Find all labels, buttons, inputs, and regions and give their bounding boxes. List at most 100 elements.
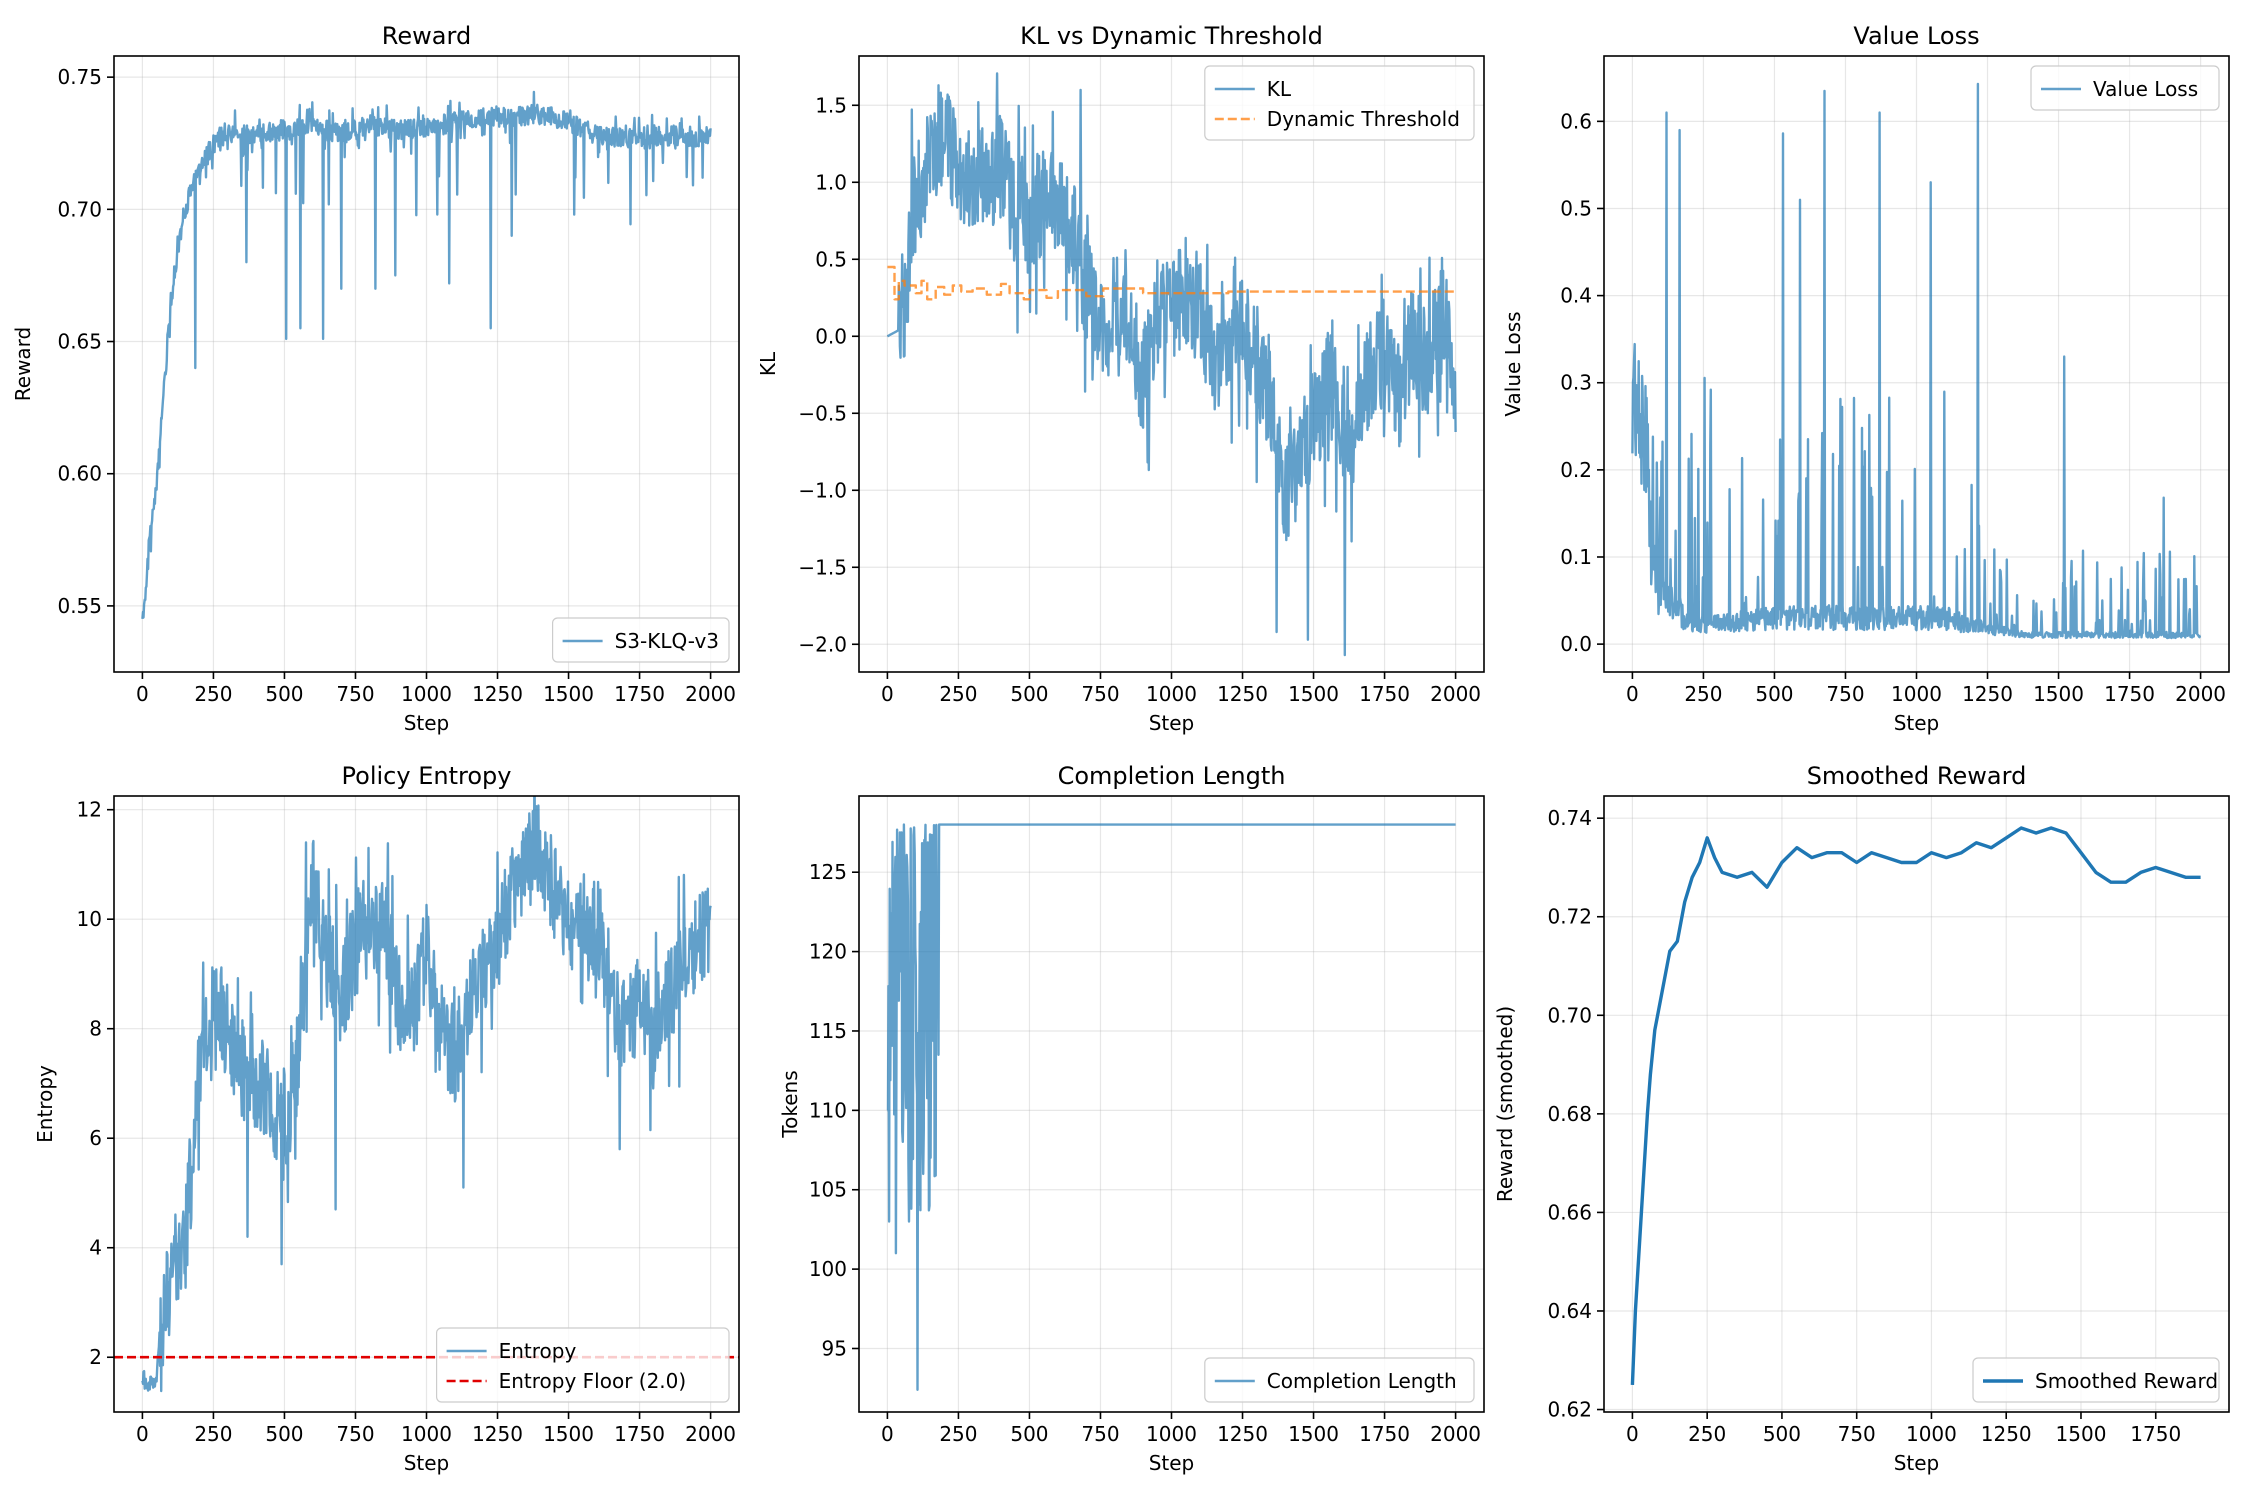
legend: Smoothed Reward: [1972, 1357, 2220, 1403]
x-tick-label: 1750: [614, 682, 665, 706]
x-tick-label: 2000: [1430, 682, 1481, 706]
chart-title: KL vs Dynamic Threshold: [1020, 22, 1323, 50]
y-tick-label: 0.68: [1547, 1102, 1592, 1126]
series-line-kl: [886, 72, 1457, 657]
x-axis-label: Step: [404, 711, 450, 735]
legend: Value Loss: [2030, 65, 2220, 111]
chart-title: Policy Entropy: [342, 762, 512, 790]
y-tick-label: 8: [89, 1017, 102, 1041]
x-tick-label: 500: [1755, 682, 1793, 706]
y-axis-label: Tokens: [778, 1070, 802, 1138]
series-line-s3-klq-v3: [141, 90, 712, 620]
x-tick-label: 2000: [685, 1422, 736, 1446]
series-line-smoothed-reward: [1630, 826, 2201, 1385]
y-tick-label: 0.62: [1547, 1398, 1592, 1422]
x-axis-label: Step: [1894, 711, 1940, 735]
x-tick-label: 1500: [543, 1422, 594, 1446]
plot-area: [1630, 826, 2201, 1385]
y-tick-label: 0.5: [1560, 196, 1592, 220]
y-tick-label: 0.3: [1560, 371, 1592, 395]
y-tick-label: 1.0: [815, 170, 847, 194]
y-tick-label: 110: [809, 1098, 847, 1122]
x-tick-label: 250: [1688, 1422, 1726, 1446]
y-axis-label: Reward: [11, 327, 35, 401]
legend-box: [1972, 1357, 2220, 1403]
x-tick-label: 0: [136, 682, 149, 706]
x-tick-label: 1750: [614, 1422, 665, 1446]
x-tick-label: 750: [1081, 1422, 1119, 1446]
x-tick-label: 500: [265, 1422, 303, 1446]
y-tick-label: 0.64: [1547, 1299, 1592, 1323]
x-tick-label: 250: [194, 682, 232, 706]
legend-box: [551, 617, 730, 663]
legend: Completion Length: [1204, 1357, 1475, 1403]
y-tick-label: 4: [89, 1236, 102, 1260]
x-axis-label: Step: [1149, 1451, 1195, 1475]
x-tick-label: 2000: [1430, 1422, 1481, 1446]
x-tick-label: 500: [1010, 682, 1048, 706]
y-tick-label: 115: [809, 1019, 847, 1043]
y-tick-label: −1.0: [798, 478, 847, 502]
legend-label: KL: [1267, 77, 1292, 101]
x-tick-label: 0: [1626, 682, 1639, 706]
x-tick-label: 250: [1684, 682, 1722, 706]
x-tick-label: 0: [881, 682, 894, 706]
series-line-value-loss: [1631, 82, 2202, 640]
plot-area: [141, 90, 712, 620]
x-tick-label: 1750: [2104, 682, 2155, 706]
y-tick-label: 0.55: [57, 594, 102, 618]
y-tick-label: 0.60: [57, 462, 102, 486]
x-tick-label: 1000: [1146, 682, 1197, 706]
plot-area: [886, 823, 1457, 1391]
x-tick-label: 1000: [1146, 1422, 1197, 1446]
series-line-completion-length: [886, 823, 1457, 1391]
x-tick-label: 1750: [2130, 1422, 2181, 1446]
x-tick-label: 1500: [2056, 1422, 2107, 1446]
legend-label: Dynamic Threshold: [1267, 107, 1460, 131]
y-tick-label: −1.5: [798, 555, 847, 579]
y-tick-label: 10: [77, 907, 102, 931]
x-tick-label: 250: [939, 1422, 977, 1446]
y-tick-label: 125: [809, 860, 847, 884]
y-tick-label: 0.0: [815, 324, 847, 348]
y-tick-label: 0.66: [1547, 1200, 1592, 1224]
x-tick-label: 1250: [472, 682, 523, 706]
y-tick-label: −0.5: [798, 401, 847, 425]
x-tick-label: 2000: [685, 682, 736, 706]
y-tick-label: 0.70: [1547, 1003, 1592, 1027]
chart-2: 0 250 500 750 1000 1250 1500 1750 2000 0.0 0.1 0.2 0…: [1501, 22, 2230, 735]
y-tick-label: 0.4: [1560, 284, 1592, 308]
chart-4: 0 250 500 750 1000 1250 1500 1750 2000 95 100 105 11…: [778, 762, 1485, 1475]
y-axis-label: Value Loss: [1501, 311, 1525, 416]
y-tick-label: 0.2: [1560, 458, 1592, 482]
y-tick-label: 105: [809, 1178, 847, 1202]
legend-box: [1204, 1357, 1475, 1403]
x-tick-label: 500: [265, 682, 303, 706]
x-tick-label: 0: [136, 1422, 149, 1446]
x-tick-label: 1250: [472, 1422, 523, 1446]
legend: S3-KLQ-v3: [551, 617, 730, 663]
x-tick-label: 750: [1826, 682, 1864, 706]
chart-title: Completion Length: [1058, 762, 1286, 790]
series-line-entropy: [141, 796, 712, 1393]
x-tick-label: 500: [1010, 1422, 1048, 1446]
chart-title: Reward: [382, 22, 471, 50]
x-tick-label: 1250: [1217, 1422, 1268, 1446]
y-tick-label: 120: [809, 940, 847, 964]
y-tick-label: 100: [809, 1257, 847, 1281]
x-tick-label: 1500: [2033, 682, 2084, 706]
chart-title: Value Loss: [1853, 22, 1979, 50]
x-tick-label: 1500: [1288, 682, 1339, 706]
y-tick-label: 2: [89, 1345, 102, 1369]
x-tick-label: 750: [1081, 682, 1119, 706]
y-tick-label: 0.0: [1560, 632, 1592, 656]
legend-label: Value Loss: [2093, 77, 2198, 101]
x-tick-label: 1250: [1981, 1422, 2032, 1446]
plot-area: [886, 72, 1457, 657]
y-tick-label: 0.65: [57, 330, 102, 354]
x-axis-label: Step: [1894, 1451, 1940, 1475]
plot-area: [1631, 82, 2202, 640]
x-tick-label: 1250: [1962, 682, 2013, 706]
x-tick-label: 750: [1838, 1422, 1876, 1446]
